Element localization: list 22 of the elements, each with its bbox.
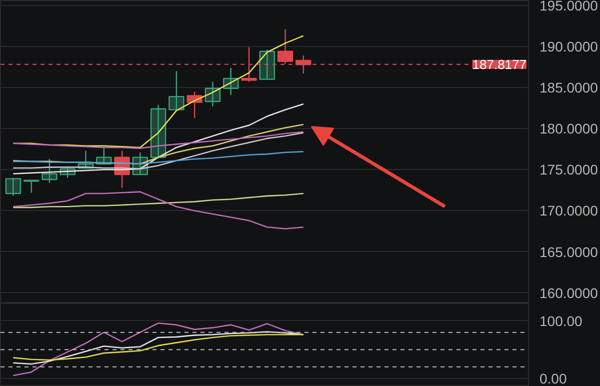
- y-tick-label: 160.0000: [540, 284, 598, 301]
- candlestick: [23, 180, 40, 194]
- y-tick-label: 190.0000: [540, 38, 598, 54]
- line-series: [12, 35, 304, 148]
- y-tick-label: 175.0000: [540, 162, 598, 178]
- y-tick-label: 180.0000: [540, 120, 598, 137]
- candlestick: [5, 177, 22, 197]
- candlestick: [168, 70, 184, 110]
- candlestick: [277, 28, 294, 64]
- line-series: [12, 192, 304, 208]
- ref-line-label: 187.8177: [472, 56, 527, 72]
- y-tick-label: 170.0000: [540, 202, 598, 219]
- line-series: [12, 131, 304, 149]
- line-series: [12, 191, 304, 230]
- y-tick-label: 195.0000: [540, 0, 598, 14]
- line-series: [12, 322, 304, 376]
- y-tick-label: 185.0000: [540, 80, 598, 96]
- candlestick: [42, 158, 58, 184]
- candlestick: [259, 49, 275, 80]
- y-tick-label: 100.00: [540, 312, 583, 329]
- y-tick-label: 165.0000: [540, 244, 598, 260]
- y-tick-label: 0.00: [540, 370, 567, 386]
